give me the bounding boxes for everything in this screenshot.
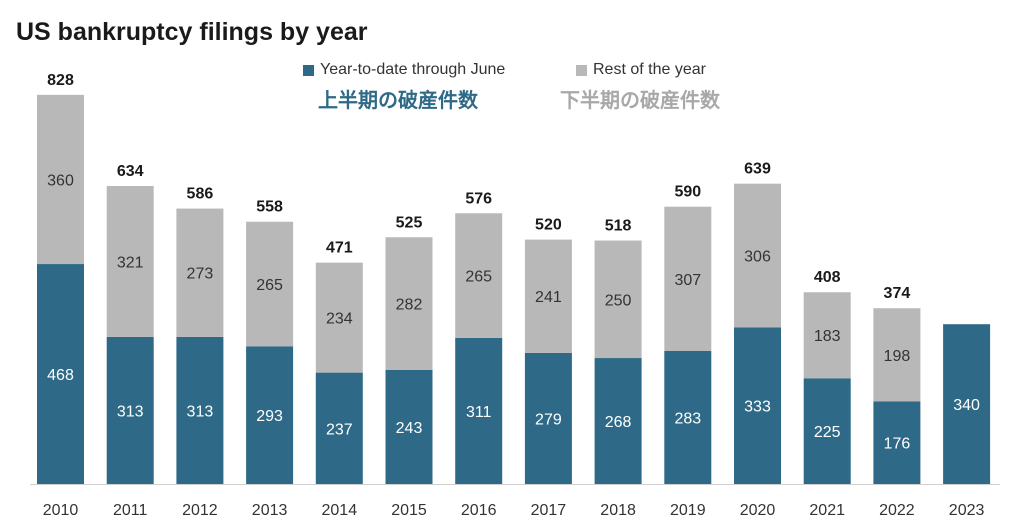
x-tick-2018: 2018: [600, 502, 636, 519]
bar-rest-2022: [873, 308, 921, 402]
x-tick-2022: 2022: [879, 502, 915, 519]
x-tick-2013: 2013: [252, 502, 288, 519]
legend-swatch-ytd: [303, 64, 314, 76]
x-tick-2014: 2014: [322, 502, 358, 519]
total-label-2012: 586: [187, 186, 214, 203]
data-label-ytd-2010: 468: [47, 367, 74, 384]
bar-rest-2015: [385, 237, 433, 370]
legend-item-ytd: Year-to-date through June: [303, 61, 505, 79]
bar-ytd-2020: [734, 327, 781, 484]
bar-ytd-2010: [37, 264, 84, 484]
data-label-rest-2021: 183: [814, 328, 841, 345]
total-label-2021: 408: [814, 269, 841, 286]
data-label-rest-2022: 198: [884, 348, 911, 365]
x-tick-2011: 2011: [113, 502, 148, 519]
data-label-rest-2010: 360: [47, 172, 74, 189]
data-label-ytd-2018: 268: [605, 414, 632, 431]
x-tick-2017: 2017: [531, 502, 567, 519]
bar-ytd-2018: [594, 358, 642, 484]
bar-ytd-2021: [803, 378, 851, 484]
x-tick-2023: 2023: [949, 502, 985, 519]
bar-rest-2018: [594, 240, 642, 359]
bar-ytd-2017: [524, 352, 572, 484]
data-label-ytd-2022: 176: [884, 436, 911, 453]
total-label-2016: 576: [465, 190, 492, 207]
x-tick-2020: 2020: [740, 502, 776, 519]
bar-ytd-2023: [943, 324, 991, 484]
data-label-rest-2011: 321: [117, 254, 144, 271]
data-label-ytd-2011: 313: [117, 403, 144, 420]
x-tick-2016: 2016: [461, 502, 497, 519]
legend-item-rest: Rest of the year: [576, 61, 706, 79]
bar-rest-2017: [524, 239, 572, 353]
data-label-ytd-2012: 313: [187, 403, 214, 420]
data-label-ytd-2016: 311: [466, 404, 492, 421]
data-label-ytd-2013: 293: [256, 408, 283, 425]
total-label-2015: 525: [396, 214, 423, 231]
total-label-2014: 471: [326, 240, 353, 257]
bar-ytd-2019: [664, 350, 712, 484]
data-label-rest-2018: 250: [605, 292, 632, 309]
total-label-2010: 828: [47, 72, 74, 89]
bar-ytd-2022: [873, 401, 921, 484]
total-label-2022: 374: [884, 285, 911, 302]
x-tick-2015: 2015: [391, 502, 427, 519]
total-label-2018: 518: [605, 218, 632, 235]
data-label-rest-2020: 306: [744, 249, 771, 266]
data-label-ytd-2015: 243: [396, 420, 423, 437]
data-label-rest-2012: 273: [187, 266, 214, 283]
bar-ytd-2015: [385, 369, 433, 484]
data-label-ytd-2014: 237: [326, 421, 353, 438]
bar-ytd-2016: [455, 337, 503, 484]
x-tick-2010: 2010: [43, 502, 79, 519]
bar-ytd-2014: [315, 372, 363, 484]
data-label-rest-2013: 265: [256, 277, 283, 294]
data-label-ytd-2019: 283: [674, 410, 701, 427]
bar-rest-2014: [315, 262, 363, 373]
bar-ytd-2012: [176, 336, 224, 484]
total-label-2013: 558: [256, 199, 283, 216]
data-label-ytd-2023: 340: [953, 397, 980, 414]
legend-label-rest: Rest of the year: [593, 61, 706, 78]
bar-rest-2016: [455, 213, 503, 338]
x-tick-2012: 2012: [182, 502, 218, 519]
data-label-ytd-2021: 225: [814, 424, 841, 441]
bar-rest-2012: [176, 208, 224, 337]
data-label-ytd-2017: 279: [535, 411, 562, 428]
bar-rest-2019: [664, 206, 712, 351]
bar-rest-2011: [106, 186, 154, 337]
annotation-first-half: 上半期の破産件数: [318, 88, 478, 112]
bar-rest-2021: [803, 292, 851, 379]
bar-rest-2020: [734, 183, 781, 328]
chart-title: US bankruptcy filings by year: [16, 18, 368, 46]
data-label-rest-2015: 282: [396, 297, 423, 314]
legend-label-ytd: Year-to-date through June: [320, 61, 506, 78]
data-label-ytd-2020: 333: [744, 399, 771, 416]
x-tick-2021: 2021: [809, 502, 845, 519]
data-label-rest-2017: 241: [535, 289, 562, 306]
total-label-2020: 639: [744, 161, 771, 178]
bar-rest-2010: [37, 94, 84, 265]
bar-ytd-2011: [106, 336, 154, 484]
data-label-rest-2019: 307: [674, 272, 701, 289]
data-label-rest-2014: 234: [326, 311, 353, 328]
data-label-rest-2016: 265: [465, 269, 492, 286]
annotation-second-half: 下半期の破産件数: [560, 88, 720, 112]
x-tick-2019: 2019: [670, 502, 706, 519]
bar-ytd-2013: [246, 346, 294, 484]
bar-rest-2013: [246, 221, 294, 347]
legend-swatch-rest: [576, 64, 587, 76]
total-label-2011: 634: [117, 163, 144, 180]
total-label-2019: 590: [674, 184, 701, 201]
total-label-2017: 520: [535, 217, 562, 234]
